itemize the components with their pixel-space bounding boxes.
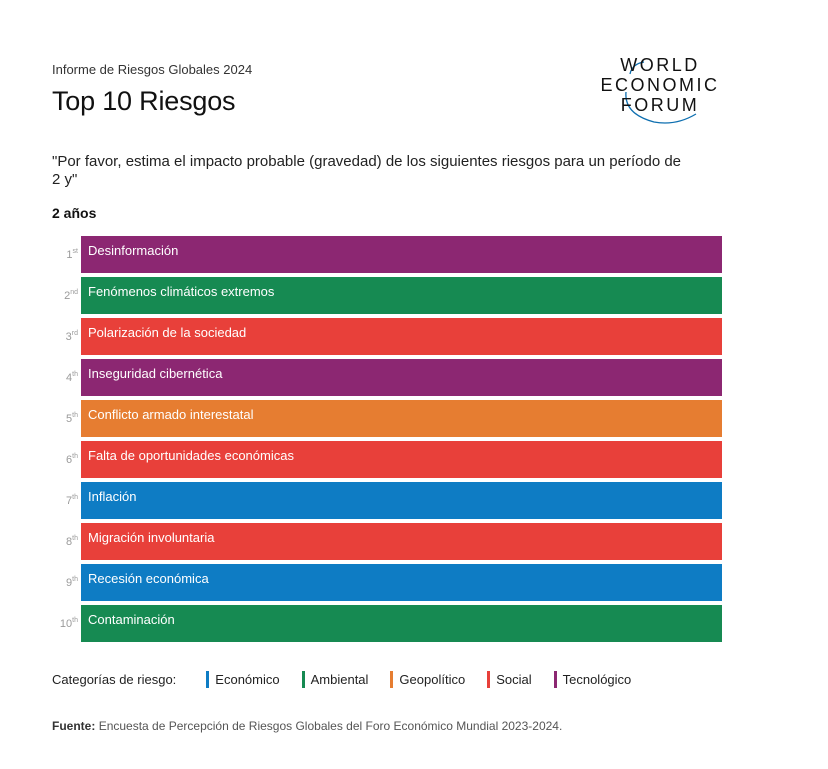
- legend-title: Categorías de riesgo:: [52, 672, 177, 687]
- risk-bar: Migración involuntaria: [81, 523, 722, 560]
- risk-rank-suffix: th: [72, 412, 78, 419]
- risk-rank: 1st: [48, 248, 78, 261]
- risk-bar: Fenómenos climáticos extremos: [81, 277, 722, 314]
- legend-item: Geopolítico: [390, 671, 465, 688]
- logo-line-2: ECONOMIC: [600, 75, 720, 95]
- risk-label: Inflación: [88, 489, 137, 504]
- risk-rank-number: 10: [59, 618, 73, 630]
- risk-rank: 4th: [48, 371, 78, 384]
- risk-label: Contaminación: [88, 612, 175, 627]
- risk-rank: 9th: [48, 576, 78, 589]
- risk-rank-suffix: th: [72, 371, 78, 378]
- wef-logo: WORLD ECONOMIC FORUM: [596, 52, 724, 130]
- risk-rank-suffix: th: [72, 453, 78, 460]
- risk-row: 8th Migración involuntaria: [48, 523, 722, 560]
- risk-label: Recesión económica: [88, 571, 209, 586]
- risk-row: 1st Desinformación: [48, 236, 722, 273]
- risk-row: 9th Recesión económica: [48, 564, 722, 601]
- source-text: Encuesta de Percepción de Riesgos Global…: [98, 719, 563, 733]
- survey-question: "Por favor, estima el impacto probable (…: [52, 153, 682, 188]
- risk-rank-number: 2: [64, 290, 71, 302]
- risk-row: 4th Inseguridad cibernética: [48, 359, 722, 396]
- risk-row: 2nd Fenómenos climáticos extremos: [48, 277, 722, 314]
- legend-label: Económico: [215, 672, 280, 687]
- risk-bar: Recesión económica: [81, 564, 722, 601]
- report-name: Informe de Riesgos Globales 2024: [52, 62, 253, 77]
- time-horizon-label: 2 años: [52, 205, 97, 221]
- risk-rank: 10th: [48, 617, 78, 630]
- legend-swatch: [301, 671, 305, 688]
- legend-label: Ambiental: [310, 672, 369, 687]
- source-label: Fuente:: [52, 719, 96, 733]
- risk-row: 6th Falta de oportunidades económicas: [48, 441, 722, 478]
- risk-rank: 3rd: [48, 330, 78, 343]
- risk-rank-suffix: th: [72, 576, 78, 583]
- risk-rank-number: 3: [65, 331, 72, 343]
- risk-rank-suffix: th: [72, 494, 78, 501]
- risk-rank: 2nd: [48, 289, 78, 302]
- logo-arc-icon: [625, 61, 697, 124]
- legend-item: Social: [487, 671, 532, 688]
- legend-item: Tecnológico: [553, 671, 632, 688]
- legend-item: Económico: [206, 671, 280, 688]
- risk-rank-number: 7: [66, 495, 73, 507]
- risk-rank-suffix: st: [72, 248, 78, 255]
- risk-rank-suffix: rd: [71, 330, 78, 337]
- risk-rank: 6th: [48, 453, 78, 466]
- risk-bar: Inflación: [81, 482, 722, 519]
- legend-swatch: [206, 671, 210, 688]
- risk-rank-number: 1: [66, 249, 73, 261]
- risk-bar: Polarización de la sociedad: [81, 318, 722, 355]
- risk-bar: Conflicto armado interestatal: [81, 400, 722, 437]
- risk-label: Desinformación: [88, 243, 179, 258]
- risk-rank-number: 6: [66, 454, 73, 466]
- legend-label: Tecnológico: [562, 672, 632, 687]
- legend-label: Social: [496, 672, 532, 687]
- risk-label: Inseguridad cibernética: [88, 366, 223, 381]
- risk-label: Fenómenos climáticos extremos: [88, 284, 275, 299]
- page-title: Top 10 Riesgos: [52, 86, 236, 116]
- logo-line-1: WORLD: [620, 55, 700, 75]
- risk-label: Polarización de la sociedad: [88, 325, 247, 340]
- risk-label: Falta de oportunidades económicas: [88, 448, 294, 463]
- risk-rank-number: 8: [66, 536, 73, 548]
- risk-ranking-list: 1st Desinformación 2nd Fenómenos climáticos…: [48, 236, 722, 646]
- risk-rank: 5th: [48, 412, 78, 425]
- risk-row: 3rd Polarización de la sociedad: [48, 318, 722, 355]
- legend-swatch: [390, 671, 394, 688]
- risk-rank: 7th: [48, 494, 78, 507]
- risk-rank-number: 9: [66, 577, 73, 589]
- risk-label: Conflicto armado interestatal: [88, 407, 254, 422]
- risk-rank: 8th: [48, 535, 78, 548]
- legend-item: Ambiental: [301, 671, 369, 688]
- legend-swatch: [487, 671, 491, 688]
- risk-rank-suffix: nd: [70, 289, 78, 296]
- category-legend: Categorías de riesgo: Económico Ambiental…: [52, 671, 653, 688]
- legend-swatch: [553, 671, 557, 688]
- legend-label: Geopolítico: [399, 672, 466, 687]
- risk-rank-number: 4: [66, 372, 73, 384]
- risk-row: 10th Contaminación: [48, 605, 722, 642]
- risk-bar: Contaminación: [81, 605, 722, 642]
- logo-line-3: FORUM: [620, 95, 700, 115]
- risk-bar: Desinformación: [81, 236, 722, 273]
- source-note: Fuente: Encuesta de Percepción de Riesgo…: [52, 719, 562, 733]
- risk-rank-suffix: th: [72, 535, 78, 542]
- risk-bar: Inseguridad cibernética: [81, 359, 722, 396]
- risk-row: 7th Inflación: [48, 482, 722, 519]
- risk-rank-suffix: th: [72, 617, 78, 624]
- risk-row: 5th Conflicto armado interestatal: [48, 400, 722, 437]
- risk-bar: Falta de oportunidades económicas: [81, 441, 722, 478]
- risk-label: Migración involuntaria: [88, 530, 215, 545]
- risk-rank-number: 5: [66, 413, 73, 425]
